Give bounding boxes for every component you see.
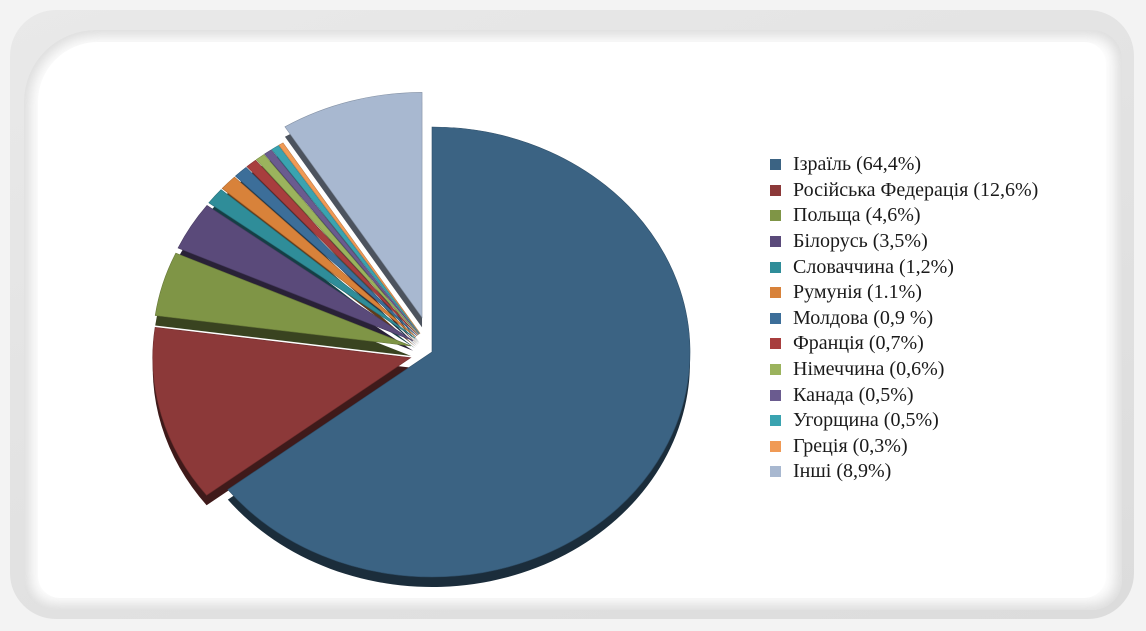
legend-swatch xyxy=(770,210,781,222)
legend-label: Молдова (0,9 %) xyxy=(793,306,934,329)
pie-slice-1 xyxy=(152,326,412,496)
legend-swatch xyxy=(770,184,781,196)
legend-swatch xyxy=(770,440,781,452)
legend-swatch xyxy=(770,261,781,273)
pie-slice-11 xyxy=(278,142,421,334)
pie-slice-9 xyxy=(264,149,420,335)
pie-slice-12 xyxy=(284,92,423,319)
legend-label: Словаччина (1,2%) xyxy=(793,255,954,278)
legend-item: Греція (0,3%) xyxy=(770,434,1130,460)
legend-item: Німеччина (0,6%) xyxy=(770,357,1130,383)
legend-label: Білорусь (3,5%) xyxy=(793,230,928,253)
legend-swatch xyxy=(770,415,781,427)
legend-item: Інші (8,9%) xyxy=(770,459,1130,485)
legend-swatch xyxy=(770,389,781,401)
legend-item: Польща (4,6%) xyxy=(770,203,1130,229)
legend-item: Румунія (1.1%) xyxy=(770,280,1130,306)
pie-slice-0 xyxy=(227,126,691,578)
legend-swatch xyxy=(770,287,781,299)
pie-slice-6 xyxy=(234,166,418,337)
legend-item: Ізраїль (64,4%) xyxy=(770,152,1130,178)
legend-label: Франція (0,7%) xyxy=(793,332,924,355)
pie-slice-5 xyxy=(221,176,417,338)
legend-swatch xyxy=(770,236,781,248)
legend-item: Словаччина (1,2%) xyxy=(770,254,1130,280)
legend-item: Франція (0,7%) xyxy=(770,331,1130,357)
legend-label: Російська Федерація (12,6%) xyxy=(793,178,1039,201)
legend-swatch xyxy=(770,312,781,324)
legend-item: Канада (0,5%) xyxy=(770,382,1130,408)
pie-slice-8 xyxy=(255,154,419,335)
legend-label: Канада (0,5%) xyxy=(793,383,914,406)
legend-label: Угорщина (0,5%) xyxy=(793,409,939,432)
pie-slice-4 xyxy=(208,189,416,339)
pie-slice-7 xyxy=(246,159,419,336)
pie-slice-2 xyxy=(154,252,411,347)
legend-item: Білорусь (3,5%) xyxy=(770,229,1130,255)
legend-swatch xyxy=(770,466,781,478)
legend-swatch xyxy=(770,159,781,171)
legend-label: Інші (8,9%) xyxy=(793,460,892,483)
legend-label: Румунія (1.1%) xyxy=(793,281,922,304)
legend-label: Німеччина (0,6%) xyxy=(793,358,945,381)
legend-item: Молдова (0,9 %) xyxy=(770,306,1130,332)
legend-swatch xyxy=(770,364,781,376)
pie-slice-3 xyxy=(177,205,414,342)
pie-slice-10 xyxy=(271,145,420,334)
legend-item: Російська Федерація (12,6%) xyxy=(770,178,1130,204)
legend-label: Греція (0,3%) xyxy=(793,434,908,457)
legend-item: Угорщина (0,5%) xyxy=(770,408,1130,434)
legend-swatch xyxy=(770,338,781,350)
legend-label: Ізраїль (64,4%) xyxy=(793,153,922,176)
legend-label: Польща (4,6%) xyxy=(793,204,921,227)
chart-legend: Ізраїль (64,4%) Російська Федерація (12,6… xyxy=(770,152,1130,485)
